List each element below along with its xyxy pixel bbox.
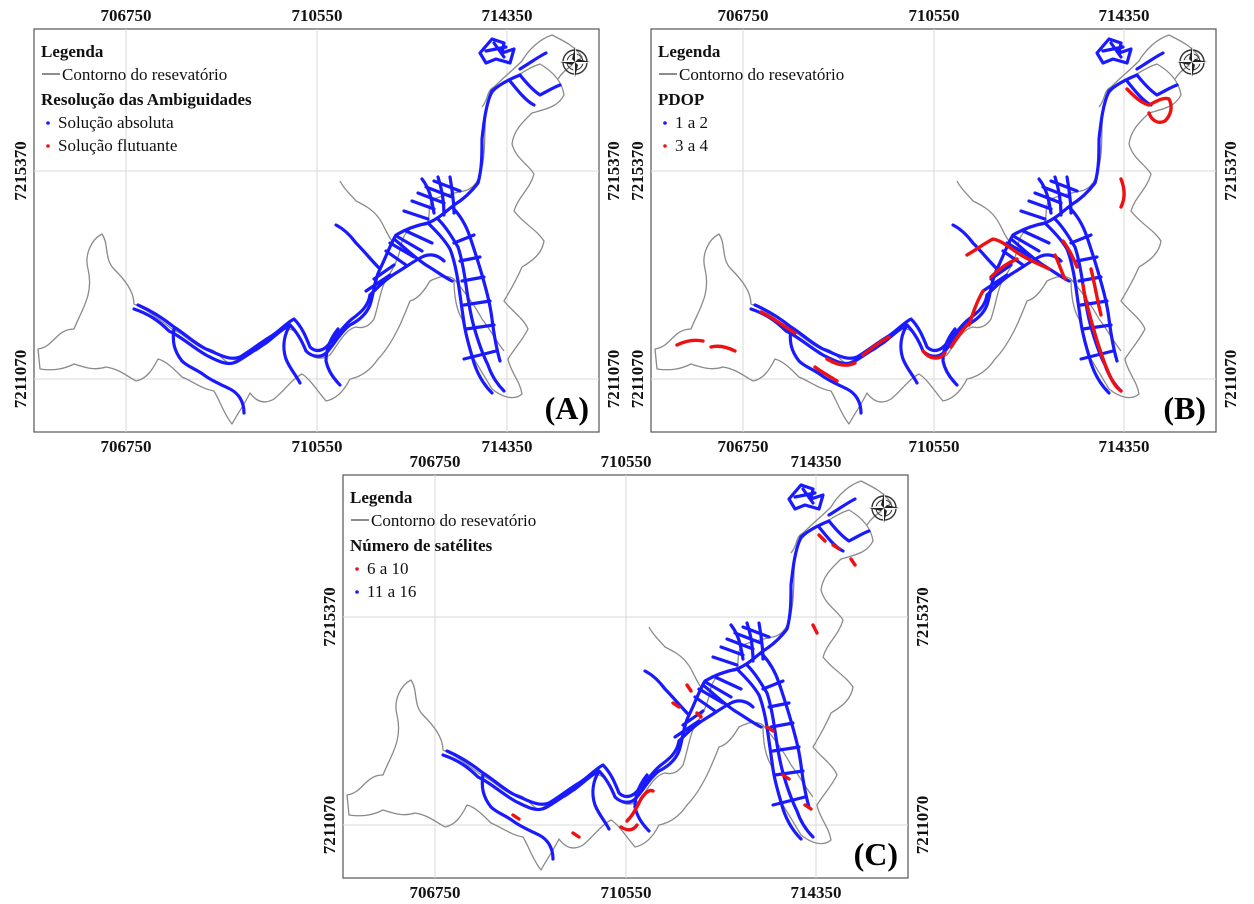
legend-title: Legenda <box>350 488 413 507</box>
map-panel-a: 706750 706750 710550 710550 714350 714350 7215… <box>11 6 623 456</box>
x-tick-label-top: 714350 <box>1099 6 1150 25</box>
x-tick-label-top: 710550 <box>909 6 960 25</box>
legend-class-label: 11 a 16 <box>367 582 416 601</box>
panel-label: (A) <box>545 390 589 426</box>
north-arrow-icon <box>869 493 899 523</box>
map-legend: Legenda Contorno do resevatório Resolução … <box>41 42 252 155</box>
legend-outline-label: Contorno do resevatório <box>679 65 844 84</box>
map-legend: Legenda Contorno do resevatório Número de … <box>350 488 536 601</box>
legend-class-label: 3 a 4 <box>675 136 709 155</box>
legend-class-label: Solução absoluta <box>58 113 174 132</box>
y-tick-label-left: 7215370 <box>628 141 647 201</box>
north-arrow-icon <box>1177 47 1207 77</box>
legend-outline-label: Contorno do resevatório <box>62 65 227 84</box>
x-tick-label-bottom: 714350 <box>482 437 533 456</box>
legend-dot <box>46 144 50 148</box>
y-tick-label-left: 7211070 <box>628 350 647 409</box>
panel-label: (C) <box>854 836 898 872</box>
y-tick-label-right: 7215370 <box>604 141 623 201</box>
x-tick-label-bottom: 710550 <box>601 883 652 902</box>
legend-dot <box>663 121 667 125</box>
x-tick-label-top: 710550 <box>292 6 343 25</box>
legend-class-title: Número de satélites <box>350 536 493 555</box>
y-tick-label-right: 7215370 <box>1221 141 1240 201</box>
y-tick-label-right: 7211070 <box>913 796 932 855</box>
legend-class-label: Solução flutuante <box>58 136 177 155</box>
legend-class-title: PDOP <box>658 90 704 109</box>
x-tick-label-top: 714350 <box>482 6 533 25</box>
legend-dot <box>355 590 359 594</box>
x-tick-label-bottom: 710550 <box>909 437 960 456</box>
x-tick-label-top: 710550 <box>601 452 652 471</box>
legend-dot <box>663 144 667 148</box>
legend-outline-label: Contorno do resevatório <box>371 511 536 530</box>
x-tick-label-top: 706750 <box>718 6 769 25</box>
x-tick-label-bottom: 714350 <box>1099 437 1150 456</box>
x-tick-label-bottom: 714350 <box>791 883 842 902</box>
x-tick-label-bottom: 710550 <box>292 437 343 456</box>
north-arrow-icon <box>560 47 590 77</box>
panel-label: (B) <box>1163 390 1206 426</box>
x-tick-label-bottom: 706750 <box>718 437 769 456</box>
x-tick-label-top: 714350 <box>791 452 842 471</box>
x-tick-label-top: 706750 <box>410 452 461 471</box>
x-tick-label-bottom: 706750 <box>101 437 152 456</box>
y-tick-label-left: 7211070 <box>11 350 30 409</box>
legend-title: Legenda <box>41 42 104 61</box>
y-tick-label-right: 7215370 <box>913 587 932 647</box>
legend-class-title: Resolução das Ambiguidades <box>41 90 252 109</box>
x-tick-label-bottom: 706750 <box>410 883 461 902</box>
y-tick-label-left: 7215370 <box>11 141 30 201</box>
map-panel-c: 706750 706750 710550 710550 714350 714350 7215… <box>320 452 932 902</box>
y-tick-label-right: 7211070 <box>1221 350 1240 409</box>
legend-title: Legenda <box>658 42 721 61</box>
y-tick-label-left: 7215370 <box>320 587 339 647</box>
y-tick-label-left: 7211070 <box>320 796 339 855</box>
map-panel-b: 706750 706750 710550 710550 714350 714350 7215… <box>628 6 1240 456</box>
legend-dot <box>46 121 50 125</box>
legend-class-label: 6 a 10 <box>367 559 409 578</box>
legend-class-label: 1 a 2 <box>675 113 708 132</box>
map-legend: Legenda Contorno do resevatório PDOP 1 a 2 3… <box>658 42 844 155</box>
y-tick-label-right: 7211070 <box>604 350 623 409</box>
x-tick-label-top: 706750 <box>101 6 152 25</box>
legend-dot <box>355 567 359 571</box>
